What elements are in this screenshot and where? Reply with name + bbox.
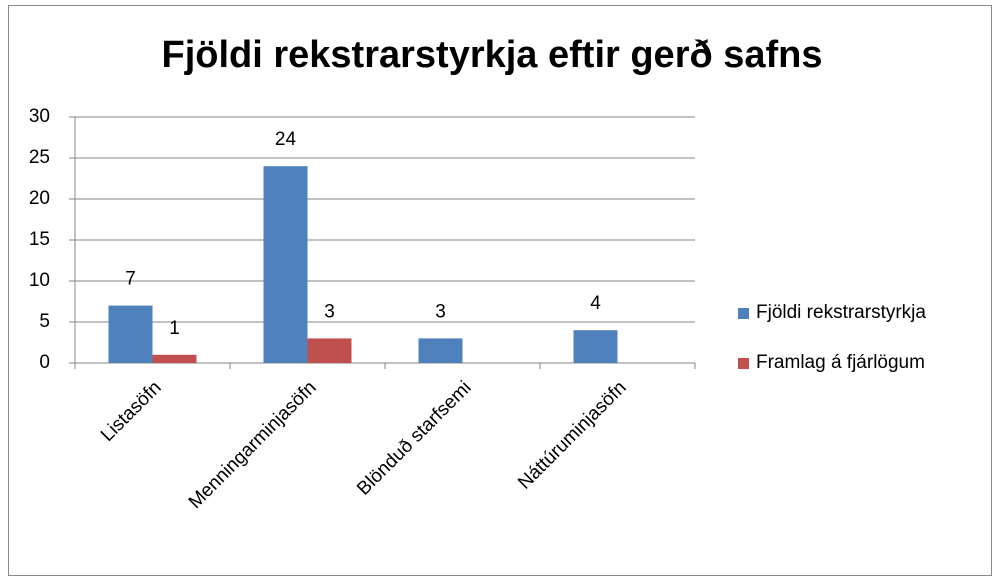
legend-swatch: [738, 308, 749, 319]
legend-label: Framlag á fjárlögum: [756, 352, 925, 373]
y-tick-label: 30: [29, 106, 50, 127]
data-label: 3: [435, 301, 446, 322]
y-tick-label: 5: [39, 311, 50, 332]
bar: [263, 166, 308, 363]
bar: [152, 354, 197, 363]
data-label: 7: [125, 269, 136, 290]
bar: [307, 338, 352, 363]
bar: [108, 305, 153, 363]
bar: [573, 330, 618, 363]
chart-title: Fjöldi rekstrarstyrkja eftir gerð safns: [161, 34, 822, 76]
y-tick-label: 20: [29, 188, 50, 209]
y-tick-label: 0: [39, 352, 50, 373]
chart-frame: [8, 5, 992, 576]
y-tick-label: 25: [29, 147, 50, 168]
data-label: 1: [169, 318, 180, 339]
data-label: 4: [590, 293, 601, 314]
legend-swatch: [738, 358, 749, 369]
bar: [418, 338, 463, 363]
data-label: 3: [324, 301, 335, 322]
legend-label: Fjöldi rekstrarstyrkja: [756, 302, 926, 323]
y-tick-label: 10: [29, 270, 50, 291]
data-label: 24: [275, 129, 297, 150]
y-tick-label: 15: [29, 229, 50, 250]
